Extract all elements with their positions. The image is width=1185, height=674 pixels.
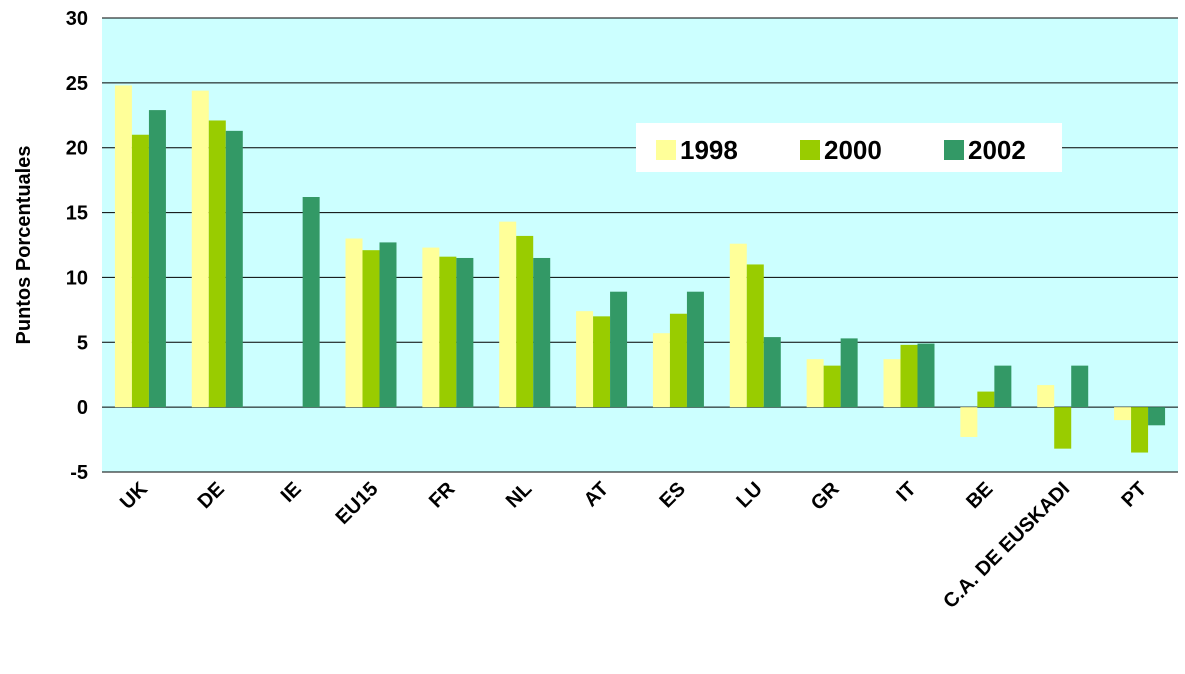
bar xyxy=(1114,407,1132,421)
legend-box xyxy=(636,123,1062,172)
bar xyxy=(1148,407,1166,426)
x-tick-label: IT xyxy=(892,478,920,506)
y-axis-title: Puntos Porcentuales xyxy=(13,146,35,345)
bar xyxy=(225,130,243,408)
bar xyxy=(840,338,858,408)
y-tick-label: 5 xyxy=(77,332,88,354)
y-tick-label: 0 xyxy=(77,397,88,419)
bar xyxy=(1054,407,1072,449)
bar xyxy=(516,235,534,408)
bar xyxy=(763,337,781,408)
x-tick-label: UK xyxy=(116,478,152,514)
bar xyxy=(686,291,704,408)
bar xyxy=(994,365,1012,408)
bar xyxy=(114,85,132,408)
legend-swatch xyxy=(944,140,964,160)
x-tick-label: FR xyxy=(425,478,460,513)
bar xyxy=(960,407,978,437)
x-tick-label: EU15 xyxy=(332,478,383,529)
bar xyxy=(439,256,457,408)
x-tick-label: DE xyxy=(194,478,229,513)
bar xyxy=(1131,407,1149,453)
x-tick-label: IE xyxy=(277,478,306,507)
bar xyxy=(806,359,824,408)
y-tick-label: 15 xyxy=(66,203,88,225)
x-tick-label: LU xyxy=(732,478,766,512)
x-tick-label: AT xyxy=(580,478,613,511)
bar xyxy=(746,264,764,408)
y-tick-label: 30 xyxy=(66,8,88,30)
legend-label: 2000 xyxy=(824,135,882,165)
bar xyxy=(191,90,209,408)
x-tick-label: C.A. DE EUSKADI xyxy=(939,478,1074,613)
x-tick-label: ES xyxy=(656,478,690,512)
legend-label: 2002 xyxy=(968,135,1026,165)
x-tick-label: BE xyxy=(962,478,997,513)
bar xyxy=(883,359,901,408)
plot-area xyxy=(102,18,1178,472)
bar xyxy=(379,242,397,408)
bar xyxy=(610,291,628,408)
bar xyxy=(1037,385,1055,408)
bar xyxy=(593,316,611,408)
legend-label: 1998 xyxy=(680,135,738,165)
bar xyxy=(900,344,918,408)
bar xyxy=(131,134,149,408)
bar xyxy=(917,343,935,408)
x-tick-label: PT xyxy=(1117,478,1151,512)
y-tick-label: 20 xyxy=(66,138,88,160)
y-tick-label: 10 xyxy=(66,267,88,289)
bar xyxy=(345,238,363,408)
bar xyxy=(1071,365,1089,408)
bar xyxy=(533,257,551,408)
bar xyxy=(669,313,687,408)
x-tick-label: NL xyxy=(502,478,536,512)
x-tick-label: GR xyxy=(807,478,844,515)
bar xyxy=(977,391,995,408)
bar xyxy=(208,120,226,408)
y-tick-label: 25 xyxy=(66,73,88,95)
bar xyxy=(456,257,474,408)
bar xyxy=(652,333,670,408)
bar xyxy=(362,250,380,408)
bar xyxy=(422,247,440,408)
bar xyxy=(823,365,841,408)
legend-swatch xyxy=(800,140,820,160)
y-tick-label: -5 xyxy=(70,462,88,484)
legend-swatch xyxy=(656,140,676,160)
bar xyxy=(148,110,166,408)
bar xyxy=(499,221,517,408)
bar xyxy=(576,311,594,408)
bar xyxy=(302,197,320,408)
bar xyxy=(729,243,747,408)
